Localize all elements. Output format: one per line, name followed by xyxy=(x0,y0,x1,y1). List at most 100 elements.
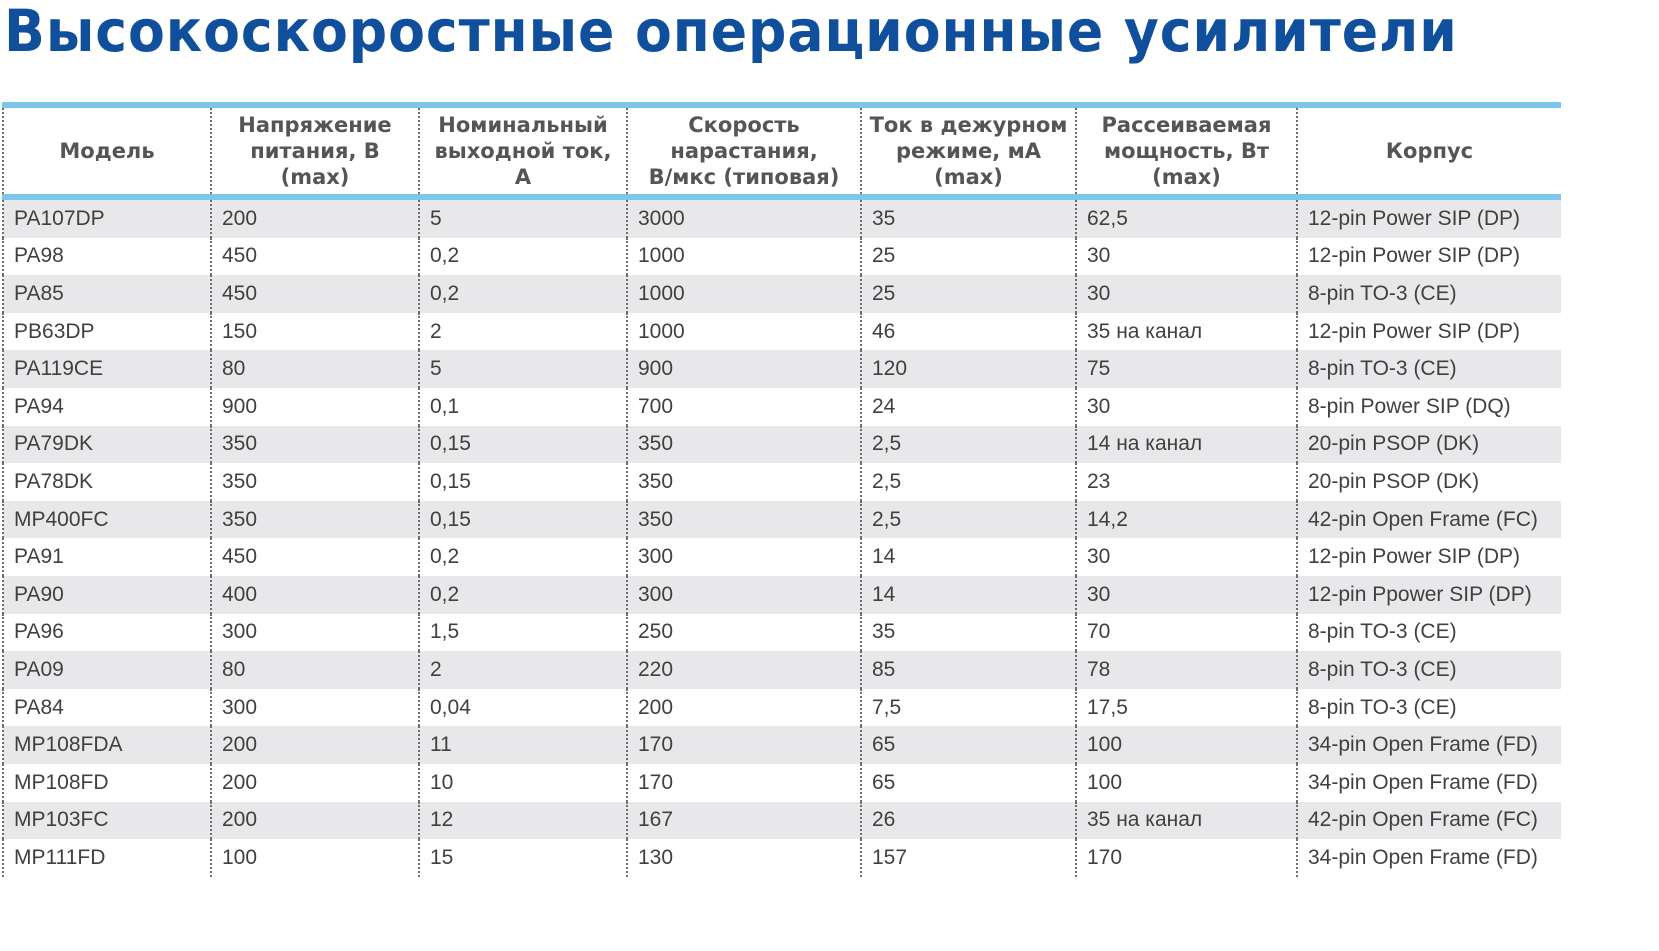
cell-package: 12-pin Power SIP (DP) xyxy=(1296,312,1561,351)
column-header-package: Корпус xyxy=(1296,105,1561,197)
column-header-line: Номинальный xyxy=(438,113,608,137)
cell-slew-rate: 1000 xyxy=(626,237,861,276)
column-header-supply-voltage: Напряжение питания, В (max) xyxy=(210,105,419,197)
cell-quiescent-current: 2,5 xyxy=(860,500,1076,539)
cell-quiescent-current: 14 xyxy=(860,575,1076,614)
cell-package: 8-pin TO-3 (CE) xyxy=(1296,613,1561,652)
cell-output-current: 0,2 xyxy=(418,575,627,614)
cell-model: PA94 xyxy=(2,387,211,426)
table-row: PA84 300 0,04 200 7,5 17,5 8-pin TO-3 (CE) xyxy=(2,688,1561,727)
cell-output-current: 1,5 xyxy=(418,613,627,652)
cell-model: PA90 xyxy=(2,575,211,614)
cell-power-dissipation: 14 на канал xyxy=(1075,425,1297,464)
cell-power-dissipation: 78 xyxy=(1075,651,1297,689)
column-header-output-current: Номинальный выходной ток, А xyxy=(418,105,627,197)
column-header-quiescent-current: Ток в дежурном режиме, мА (max) xyxy=(860,105,1076,197)
cell-model: PA85 xyxy=(2,275,211,313)
column-header-line: режиме, мА (max) xyxy=(895,139,1041,189)
table-body: PA107DP 200 5 3000 35 62,5 12-pin Power SIP (D… xyxy=(2,197,1561,877)
cell-slew-rate: 170 xyxy=(626,726,861,764)
cell-package: 8-pin Power SIP (DQ) xyxy=(1296,387,1561,426)
column-header-line: Напряжение xyxy=(238,113,392,137)
table-row: PA98 450 0,2 1000 25 30 12-pin Power SIP (DP) xyxy=(2,237,1561,276)
cell-model: PA84 xyxy=(2,688,211,727)
cell-output-current: 2 xyxy=(418,651,627,689)
cell-package: 34-pin Open Frame (FD) xyxy=(1296,726,1561,764)
table-header: Модель Напряжение питания, В (max) Номиналь… xyxy=(2,105,1561,197)
cell-power-dissipation: 62,5 xyxy=(1075,197,1297,238)
cell-power-dissipation: 23 xyxy=(1075,463,1297,501)
cell-output-current: 10 xyxy=(418,763,627,802)
table-row: PA90 400 0,2 300 14 30 12-pin Ppower SIP (DP) xyxy=(2,575,1561,614)
cell-package: 12-pin Power SIP (DP) xyxy=(1296,538,1561,576)
cell-output-current: 0,2 xyxy=(418,275,627,313)
amplifier-table-container: Модель Напряжение питания, В (max) Номиналь… xyxy=(2,102,1561,877)
column-header-line: выходной ток, А xyxy=(434,139,612,189)
cell-model: MP108FD xyxy=(2,763,211,802)
cell-package: 34-pin Open Frame (FD) xyxy=(1296,839,1561,877)
table-row: PB63DP 150 2 1000 46 35 на канал 12-pin Power … xyxy=(2,312,1561,351)
column-header-model: Модель xyxy=(2,105,211,197)
cell-quiescent-current: 24 xyxy=(860,387,1076,426)
cell-power-dissipation: 30 xyxy=(1075,575,1297,614)
cell-output-current: 0,15 xyxy=(418,463,627,501)
cell-power-dissipation: 170 xyxy=(1075,839,1297,877)
cell-quiescent-current: 35 xyxy=(860,613,1076,652)
cell-power-dissipation: 70 xyxy=(1075,613,1297,652)
cell-model: MP103FC xyxy=(2,801,211,840)
cell-supply-voltage: 80 xyxy=(210,350,419,388)
cell-model: MP400FC xyxy=(2,500,211,539)
column-header-power-dissipation: Рассеиваемая мощность, Вт (max) xyxy=(1075,105,1297,197)
cell-supply-voltage: 450 xyxy=(210,237,419,276)
column-header-line: мощность, Вт (max) xyxy=(1103,139,1270,189)
cell-quiescent-current: 46 xyxy=(860,312,1076,351)
cell-package: 12-pin Power SIP (DP) xyxy=(1296,197,1561,238)
cell-slew-rate: 350 xyxy=(626,500,861,539)
cell-package: 12-pin Ppower SIP (DP) xyxy=(1296,575,1561,614)
cell-slew-rate: 1000 xyxy=(626,275,861,313)
cell-quiescent-current: 65 xyxy=(860,763,1076,802)
column-header-line: Корпус xyxy=(1385,139,1474,163)
cell-output-current: 2 xyxy=(418,312,627,351)
table-row: PA09 80 2 220 85 78 8-pin TO-3 (CE) xyxy=(2,651,1561,689)
cell-output-current: 0,2 xyxy=(418,538,627,576)
cell-output-current: 0,15 xyxy=(418,425,627,464)
cell-power-dissipation: 100 xyxy=(1075,726,1297,764)
cell-model: PA78DK xyxy=(2,463,211,501)
cell-model: PB63DP xyxy=(2,312,211,351)
table-row: PA96 300 1,5 250 35 70 8-pin TO-3 (CE) xyxy=(2,613,1561,652)
cell-output-current: 0,1 xyxy=(418,387,627,426)
cell-quiescent-current: 14 xyxy=(860,538,1076,576)
cell-slew-rate: 170 xyxy=(626,763,861,802)
cell-package: 20-pin PSOP (DK) xyxy=(1296,425,1561,464)
cell-model: PA79DK xyxy=(2,425,211,464)
cell-model: PA98 xyxy=(2,237,211,276)
table-row: PA119CE 80 5 900 120 75 8-pin TO-3 (CE) xyxy=(2,350,1561,388)
cell-quiescent-current: 85 xyxy=(860,651,1076,689)
cell-power-dissipation: 30 xyxy=(1075,237,1297,276)
cell-slew-rate: 1000 xyxy=(626,312,861,351)
table-row: MP108FDA 200 11 170 65 100 34-pin Open Frame (… xyxy=(2,726,1561,764)
cell-supply-voltage: 150 xyxy=(210,312,419,351)
cell-supply-voltage: 350 xyxy=(210,425,419,464)
cell-model: MP108FDA xyxy=(2,726,211,764)
cell-output-current: 0,15 xyxy=(418,500,627,539)
cell-supply-voltage: 80 xyxy=(210,651,419,689)
cell-package: 8-pin TO-3 (CE) xyxy=(1296,688,1561,727)
cell-package: 12-pin Power SIP (DP) xyxy=(1296,237,1561,276)
column-header-line: В/мкс (типовая) xyxy=(648,165,840,189)
cell-quiescent-current: 157 xyxy=(860,839,1076,877)
column-header-line: нарастания, xyxy=(670,139,818,163)
cell-slew-rate: 350 xyxy=(626,425,861,464)
cell-output-current: 15 xyxy=(418,839,627,877)
cell-quiescent-current: 2,5 xyxy=(860,463,1076,501)
cell-output-current: 5 xyxy=(418,197,627,238)
cell-package: 34-pin Open Frame (FD) xyxy=(1296,763,1561,802)
cell-slew-rate: 3000 xyxy=(626,197,861,238)
cell-model: PA09 xyxy=(2,651,211,689)
cell-slew-rate: 250 xyxy=(626,613,861,652)
column-header-line: Скорость xyxy=(688,113,800,137)
cell-supply-voltage: 200 xyxy=(210,726,419,764)
table-row: MP400FC 350 0,15 350 2,5 14,2 42-pin Open Fram… xyxy=(2,500,1561,539)
cell-slew-rate: 900 xyxy=(626,350,861,388)
